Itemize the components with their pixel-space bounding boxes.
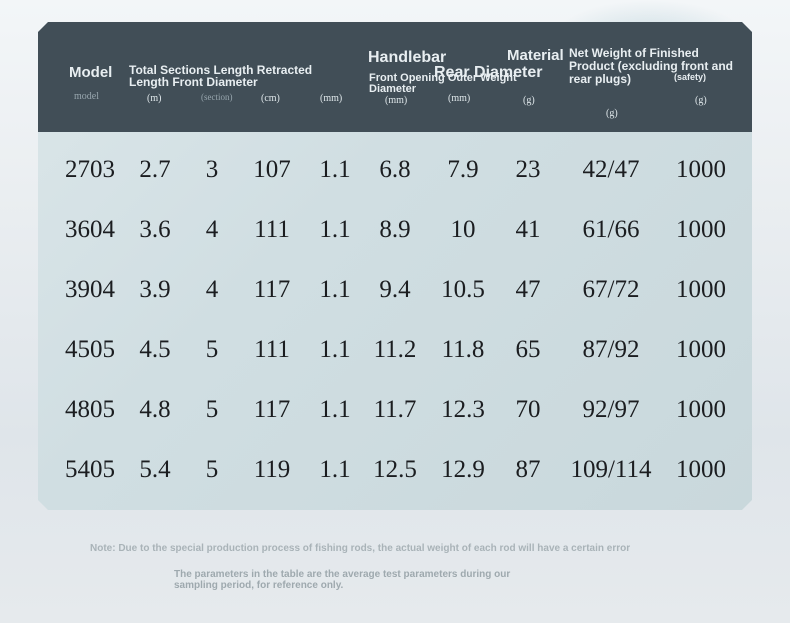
cell-sections: 5 [205, 336, 219, 363]
cell-rear-diameter: 10.5 [441, 276, 485, 303]
cell-retracted: 117 [253, 276, 291, 303]
cell-rear-diameter: 10 [450, 216, 476, 243]
table-row: 5405 5.4 5 119 1.1 12.5 12.9 87 109/114 … [38, 442, 752, 502]
cell-rear-diameter: 7.9 [447, 156, 479, 183]
cell-model: 5405 [65, 456, 115, 483]
cell-model: 4505 [65, 336, 115, 363]
note-weight-error: Note: Due to the special production proc… [90, 543, 631, 554]
cell-rear-diameter: 11.8 [441, 336, 485, 363]
cell-front-diameter: 1.1 [319, 396, 351, 423]
header-unit-total-length: (m) [147, 93, 162, 104]
cell-length: 2.7 [139, 156, 171, 183]
cell-net-weight: 92/97 [582, 396, 640, 423]
cell-weight: 87 [515, 456, 541, 483]
cell-sections: 4 [205, 276, 219, 303]
cell-retracted: 107 [253, 156, 291, 183]
cell-weight: 23 [515, 156, 541, 183]
cell-handlebar: 11.2 [373, 336, 417, 363]
header-rear-diameter: Rear Diameter [434, 64, 543, 81]
cell-net-weight: 87/92 [582, 336, 640, 363]
header-unit-net-weight: (g) [606, 108, 618, 119]
cell-weight: 41 [515, 216, 541, 243]
cell-front-diameter: 1.1 [319, 156, 351, 183]
cell-handlebar: 8.9 [379, 216, 411, 243]
cell-front-diameter: 1.1 [319, 456, 351, 483]
cell-net-weight: 109/114 [570, 456, 652, 483]
cell-retracted: 117 [253, 396, 291, 423]
cell-safety: 1000 [676, 156, 726, 183]
header-unit-rear: (mm) [448, 93, 471, 104]
table-body: 2703 2.7 3 107 1.1 6.8 7.9 23 42/47 1000… [38, 142, 752, 502]
table-row: 4805 4.8 5 117 1.1 11.7 12.3 70 92/97 10… [38, 382, 752, 442]
header-unit-safety: (g) [695, 95, 707, 106]
table-row: 4505 4.5 5 111 1.1 11.2 11.8 65 87/92 10… [38, 322, 752, 382]
cell-handlebar: 6.8 [379, 156, 411, 183]
header-front-opening: Front Opening Outer Weight Diameter [369, 72, 517, 95]
cell-length: 5.4 [139, 456, 171, 483]
spec-table: Model model Total Sections Length Retrac… [38, 22, 752, 510]
cell-rear-diameter: 12.3 [441, 396, 485, 423]
cell-handlebar: 12.5 [373, 456, 417, 483]
cell-net-weight: 67/72 [582, 276, 640, 303]
cell-retracted: 119 [253, 456, 291, 483]
header-model: Model [69, 64, 113, 81]
cell-model: 3904 [65, 276, 115, 303]
cell-weight: 47 [515, 276, 541, 303]
header-handlebar: Handlebar [368, 49, 447, 66]
cell-rear-diameter: 12.9 [441, 456, 485, 483]
header-net-weight: Net Weight of Finished Product (excludin… [569, 46, 733, 86]
header-unit-weight: (g) [523, 95, 535, 106]
header-unit-sections: (section) [201, 92, 233, 102]
cell-retracted: 111 [254, 336, 290, 363]
cell-weight: 70 [515, 396, 541, 423]
cell-length: 3.9 [139, 276, 171, 303]
header-length-group: Total Sections Length Retracted Length F… [129, 63, 313, 89]
header-model-unit: model [74, 91, 99, 102]
cell-model: 2703 [65, 156, 115, 183]
header-unit-front-diameter: (mm) [320, 93, 343, 104]
cell-front-diameter: 1.1 [319, 336, 351, 363]
cell-net-weight: 61/66 [582, 216, 640, 243]
table-row: 3604 3.6 4 111 1.1 8.9 10 41 61/66 1000 [38, 202, 752, 262]
cell-length: 4.5 [139, 336, 171, 363]
cell-sections: 4 [205, 216, 219, 243]
cell-handlebar: 9.4 [379, 276, 411, 303]
cell-front-diameter: 1.1 [319, 216, 351, 243]
cell-model: 3604 [65, 216, 115, 243]
cell-sections: 5 [205, 396, 219, 423]
cell-safety: 1000 [676, 456, 726, 483]
cell-safety: 1000 [676, 396, 726, 423]
cell-net-weight: 42/47 [582, 156, 640, 183]
table-row: 3904 3.9 4 117 1.1 9.4 10.5 47 67/72 100… [38, 262, 752, 322]
cell-handlebar: 11.7 [373, 396, 417, 423]
table-header: Model model Total Sections Length Retrac… [38, 22, 752, 132]
table-row: 2703 2.7 3 107 1.1 6.8 7.9 23 42/47 1000 [38, 142, 752, 202]
cell-weight: 65 [515, 336, 541, 363]
cell-model: 4805 [65, 396, 115, 423]
cell-length: 3.6 [139, 216, 171, 243]
header-unit-retracted: (cm) [261, 93, 280, 104]
cell-retracted: 111 [254, 216, 290, 243]
cell-safety: 1000 [676, 336, 726, 363]
header-unit-handlebar: (mm) [385, 95, 408, 106]
header-safety: (safety) [674, 72, 707, 82]
cell-safety: 1000 [676, 276, 726, 303]
note-reference: The parameters in the table are the aver… [174, 569, 511, 591]
cell-sections: 5 [205, 456, 219, 483]
cell-length: 4.8 [139, 396, 171, 423]
cell-sections: 3 [205, 156, 219, 183]
cell-front-diameter: 1.1 [319, 276, 351, 303]
header-material: Material [507, 47, 564, 64]
cell-safety: 1000 [676, 216, 726, 243]
